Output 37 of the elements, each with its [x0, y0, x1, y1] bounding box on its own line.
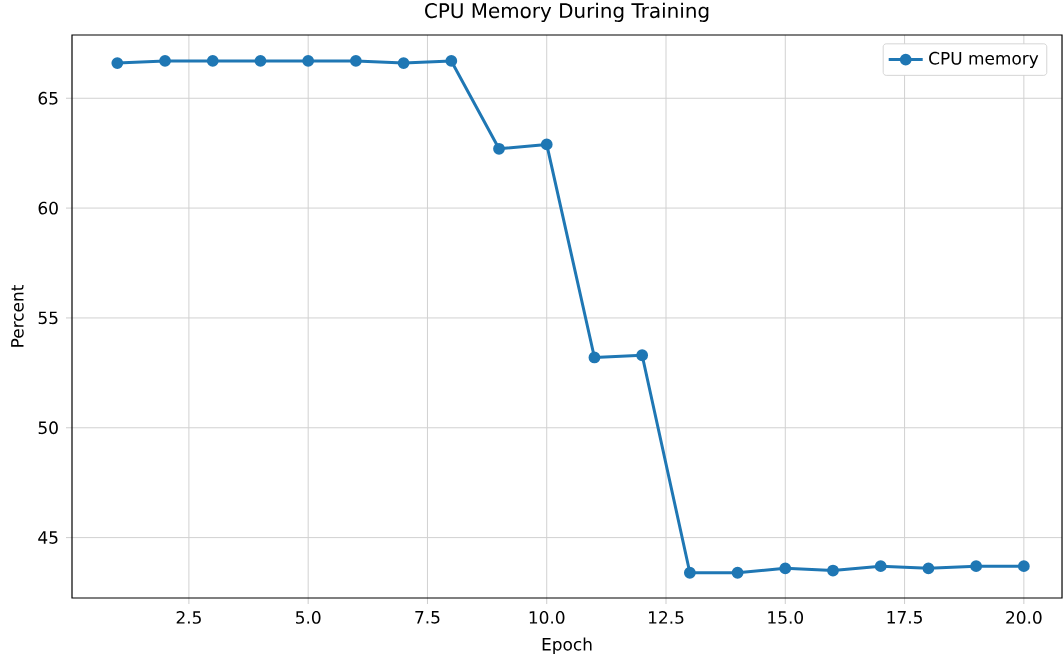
point [254, 55, 267, 67]
point [683, 566, 696, 579]
point [1017, 560, 1030, 573]
point [922, 562, 935, 575]
point [540, 138, 553, 151]
x-tick-label: 5.0 [296, 611, 321, 624]
point [111, 57, 124, 70]
point [206, 55, 219, 67]
y-tick-label: 60 [38, 201, 58, 215]
y-tick-label: 55 [38, 311, 58, 325]
point [970, 560, 983, 573]
chart-title: CPU Memory During Training [425, 2, 709, 23]
point [159, 55, 171, 67]
x-tick-label: 10.0 [529, 611, 565, 624]
x-tick-label: 15.0 [768, 611, 804, 624]
point [302, 55, 315, 67]
point [779, 562, 792, 575]
point [636, 349, 649, 362]
point [349, 55, 362, 67]
y-tick-label: 45 [38, 531, 58, 544]
legend-label: CPU memory [929, 51, 1039, 68]
x-tick-label: 2.5 [176, 611, 201, 624]
point [493, 142, 505, 155]
x-tick-label: 12.5 [649, 611, 684, 624]
y-axis-title: Percent [11, 285, 24, 347]
point [874, 560, 887, 573]
x-axis-title: Epoch [542, 637, 592, 654]
point [397, 57, 410, 70]
x-tick-label: 17.5 [887, 611, 922, 624]
point [445, 55, 458, 67]
x-tick-label: 20.0 [1006, 611, 1042, 624]
x-tick-label: 7.5 [415, 611, 440, 624]
y-tick-label: 65 [38, 91, 58, 105]
y-tick-label: 50 [38, 421, 58, 435]
point [588, 351, 601, 364]
point [731, 566, 744, 579]
point [827, 564, 839, 577]
